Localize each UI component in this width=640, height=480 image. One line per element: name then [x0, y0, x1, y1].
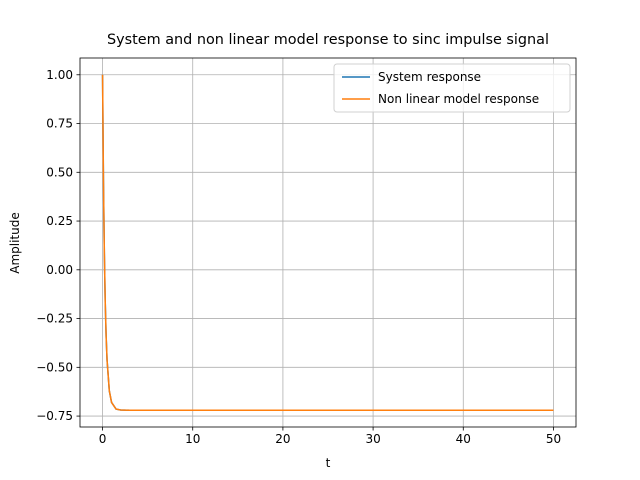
legend-label: System response	[378, 70, 481, 84]
x-tick-label: 30	[365, 432, 380, 446]
chart-title: System and non linear model response to …	[107, 32, 549, 48]
y-tick-label: −0.50	[36, 360, 73, 374]
y-tick-label: 0.25	[46, 214, 73, 228]
x-tick-label: 0	[99, 432, 107, 446]
legend-label: Non linear model response	[378, 92, 539, 106]
legend-box	[333, 63, 571, 113]
y-tick-label: 1.00	[46, 68, 73, 82]
y-axis-label: Amplitude	[8, 212, 22, 274]
series-line	[101, 74, 554, 411]
y-tick-label: 0.00	[46, 263, 73, 277]
x-tick-label: 10	[185, 432, 200, 446]
y-tick-label: −0.25	[36, 312, 73, 326]
y-tick-label: 0.50	[46, 165, 73, 179]
x-tick-label: 50	[546, 432, 561, 446]
y-tick-label: −0.75	[36, 409, 73, 423]
series-line	[101, 74, 554, 411]
x-axis-label: t	[326, 456, 331, 470]
y-tick-label: 0.75	[46, 117, 73, 131]
plot-frame	[79, 57, 577, 428]
x-tick-label: 40	[456, 432, 471, 446]
x-tick-label: 20	[275, 432, 290, 446]
